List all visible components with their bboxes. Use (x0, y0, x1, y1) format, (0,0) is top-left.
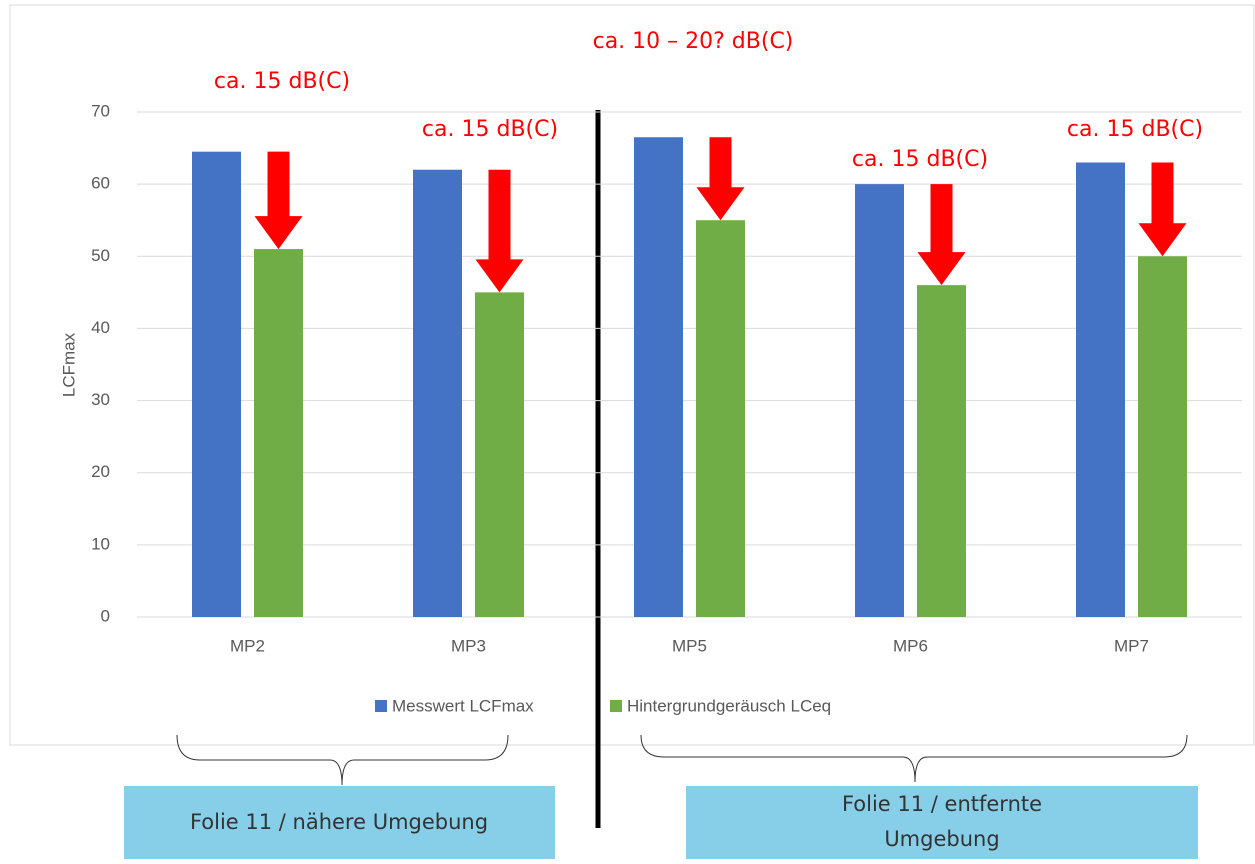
brace (640, 734, 1188, 783)
y-axis-label: LCFmax (59, 332, 78, 397)
arrow (917, 184, 966, 286)
y-tick-label: 30 (91, 390, 110, 409)
arrow (1138, 162, 1187, 257)
bar (634, 137, 683, 617)
group-box (686, 786, 1198, 859)
bar (413, 169, 462, 617)
x-tick-label: MP3 (451, 636, 486, 655)
bar (855, 184, 904, 617)
brace (176, 734, 509, 786)
annotation: ca. 15 dB(C) (1067, 117, 1203, 142)
arrow (475, 169, 524, 293)
annotation: ca. 10 – 20? dB(C) (593, 29, 794, 54)
y-tick-label: 0 (101, 606, 110, 625)
legend-swatch (375, 700, 387, 712)
bar (254, 249, 303, 618)
bar (1138, 256, 1187, 617)
bar (1076, 162, 1125, 617)
bar (917, 285, 966, 617)
x-tick-label: MP2 (230, 636, 265, 655)
bar (475, 292, 524, 617)
y-tick-label: 50 (91, 246, 110, 265)
bar (696, 220, 745, 617)
y-tick-label: 60 (91, 174, 110, 193)
x-tick-label: MP6 (893, 636, 928, 655)
bar (192, 151, 241, 617)
y-tick-label: 40 (91, 318, 110, 337)
y-tick-label: 10 (91, 534, 110, 553)
x-tick-label: MP7 (1114, 636, 1149, 655)
y-tick-label: 20 (91, 462, 110, 481)
legend-swatch (610, 700, 622, 712)
x-tick-label: MP5 (672, 636, 707, 655)
annotation: ca. 15 dB(C) (852, 147, 988, 172)
group-label: Folie 11 / entfernte (842, 792, 1042, 816)
arrow (696, 137, 745, 221)
group-label: Folie 11 / nähere Umgebung (190, 810, 488, 834)
annotation: ca. 15 dB(C) (422, 117, 558, 142)
y-tick-label: 70 (91, 101, 110, 120)
group-box (124, 786, 555, 859)
arrow (254, 151, 303, 250)
legend-label: Hintergrundgeräusch LCeq (627, 696, 831, 715)
annotation: ca. 15 dB(C) (214, 69, 350, 94)
group-label: Umgebung (884, 827, 999, 851)
legend-label: Messwert LCFmax (392, 696, 534, 715)
